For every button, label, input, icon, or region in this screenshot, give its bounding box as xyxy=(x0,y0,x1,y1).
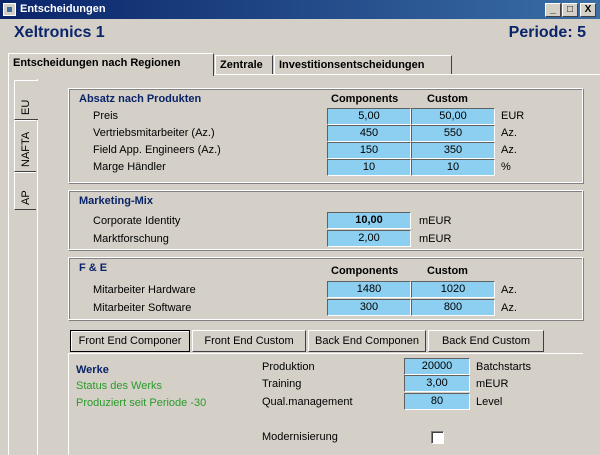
title-bar: Entscheidungen _ □ X xyxy=(0,0,600,19)
werke-title: Werke xyxy=(76,364,109,376)
region-tab-eu[interactable]: EU xyxy=(14,80,38,120)
company-name: Xeltronics 1 xyxy=(14,24,105,41)
region-tab-nafta[interactable]: NAFTA xyxy=(14,120,36,172)
fe-title: F & E xyxy=(79,262,108,274)
hw-unit: Az. xyxy=(501,284,517,296)
modernisierung-checkbox[interactable] xyxy=(431,431,444,444)
row-label-sw: Mitarbeiter Software xyxy=(93,302,192,314)
produktion-unit: Batchstarts xyxy=(476,361,532,373)
vertrieb-unit: Az. xyxy=(501,127,517,139)
qualmanagement-input[interactable]: 80 xyxy=(404,393,470,410)
fe-col-custom: Custom xyxy=(427,265,468,277)
werke-panel xyxy=(68,353,583,455)
subtab-back-end-components[interactable]: Back End Componen xyxy=(308,330,426,352)
marge-components-input[interactable]: 10 xyxy=(327,159,411,176)
training-input[interactable]: 3,00 xyxy=(404,375,470,392)
label-modernisierung: Modernisierung xyxy=(262,431,338,443)
subtab-front-end-custom[interactable]: Front End Custom xyxy=(192,330,306,352)
maximize-button[interactable]: □ xyxy=(562,3,578,17)
vertrieb-custom-input[interactable]: 550 xyxy=(411,125,495,142)
marge-unit: % xyxy=(501,161,511,173)
absatz-group: Absatz nach Produkten Components Custom … xyxy=(68,88,583,183)
marketing-group: Marketing-Mix Corporate Identity 10,00 m… xyxy=(68,190,583,250)
vertrieb-components-input[interactable]: 450 xyxy=(327,125,411,142)
tab-regionen[interactable]: Entscheidungen nach Regionen xyxy=(8,53,214,76)
row-label-ci: Corporate Identity xyxy=(93,215,181,227)
label-produktion: Produktion xyxy=(262,361,315,373)
marketing-title: Marketing-Mix xyxy=(79,195,153,207)
hw-components-input[interactable]: 1480 xyxy=(327,281,411,298)
produktion-input[interactable]: 20000 xyxy=(404,358,470,375)
tab-zentrale[interactable]: Zentrale xyxy=(215,55,273,75)
marktforschung-input[interactable]: 2,00 xyxy=(327,230,411,247)
label-qualmanagement: Qual.management xyxy=(262,396,353,408)
preis-components-input[interactable]: 5,00 xyxy=(327,108,411,125)
hw-custom-input[interactable]: 1020 xyxy=(411,281,495,298)
subtab-back-end-custom[interactable]: Back End Custom xyxy=(428,330,544,352)
row-label-hw: Mitarbeiter Hardware xyxy=(93,284,196,296)
preis-unit: EUR xyxy=(501,110,525,122)
row-label-mafo: Marktforschung xyxy=(93,233,169,245)
sw-components-input[interactable]: 300 xyxy=(327,299,411,316)
preis-custom-input[interactable]: 50,00 xyxy=(411,108,495,125)
absatz-col-components: Components xyxy=(331,93,399,105)
tab-investitionen[interactable]: Investitionsentscheidungen xyxy=(274,55,452,75)
training-unit: mEUR xyxy=(476,378,509,390)
app-icon xyxy=(3,3,16,16)
werk-produziert: Produziert seit Periode -30 xyxy=(76,397,207,409)
row-label-preis: Preis xyxy=(93,110,119,122)
subtab-front-end-components[interactable]: Front End Componer xyxy=(70,330,190,352)
tab-panel xyxy=(8,74,600,455)
close-button[interactable]: X xyxy=(580,3,596,17)
label-training: Training xyxy=(262,378,302,390)
werk-status: Status des Werks xyxy=(76,380,162,392)
fae-components-input[interactable]: 150 xyxy=(327,142,411,159)
fe-group: F & E Components Custom Mitarbeiter Hard… xyxy=(68,257,583,320)
region-tab-ap[interactable]: AP xyxy=(14,172,36,210)
fae-unit: Az. xyxy=(501,144,517,156)
period-label: Periode: 5 xyxy=(508,24,586,41)
absatz-title: Absatz nach Produkten xyxy=(79,93,202,105)
row-label-vertrieb: Vertriebsmitarbeiter (Az.) xyxy=(93,127,215,139)
window-title: Entscheidungen xyxy=(20,3,106,15)
row-label-marge: Marge Händler xyxy=(93,161,166,173)
fae-custom-input[interactable]: 350 xyxy=(411,142,495,159)
mafo-unit: mEUR xyxy=(419,233,452,245)
absatz-col-custom: Custom xyxy=(427,93,468,105)
corporate-identity-input[interactable]: 10,00 xyxy=(327,212,411,229)
sw-custom-input[interactable]: 800 xyxy=(411,299,495,316)
row-label-fae: Field App. Engineers (Az.) xyxy=(93,144,221,156)
region-content xyxy=(37,79,595,455)
minimize-button[interactable]: _ xyxy=(545,3,561,17)
ci-unit: mEUR xyxy=(419,215,452,227)
marge-custom-input[interactable]: 10 xyxy=(411,159,495,176)
sw-unit: Az. xyxy=(501,302,517,314)
qualmanagement-unit: Level xyxy=(476,396,503,408)
fe-col-components: Components xyxy=(331,265,399,277)
